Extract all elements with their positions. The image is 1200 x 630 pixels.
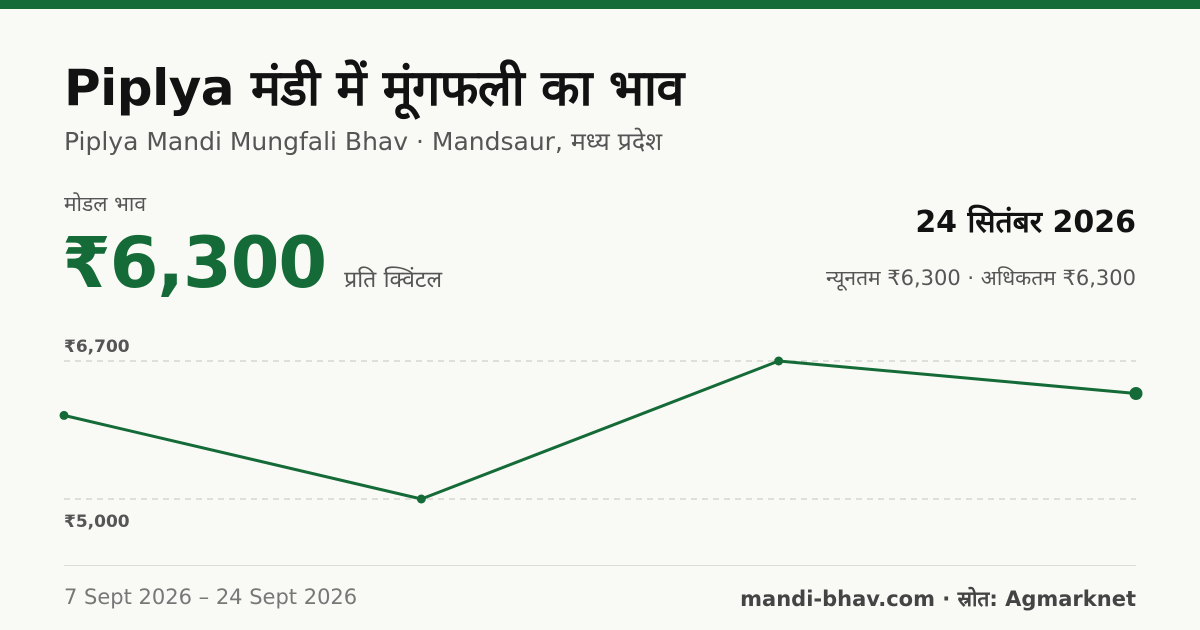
footer-date-range: 7 Sept 2026 – 24 Sept 2026 — [64, 585, 358, 609]
page-subtitle: Piplya Mandi Mungfali Bhav · Mandsaur, म… — [64, 127, 663, 156]
price-date: 24 सितंबर 2026 — [915, 205, 1136, 240]
price-unit: प्रति क्विंटल — [344, 267, 443, 293]
series-line — [63, 359, 1137, 501]
y-tick-label: ₹5,000 — [64, 512, 130, 530]
modal-price-label: मोडल भाव — [64, 192, 147, 216]
modal-price-value: ₹6,300 — [62, 222, 327, 304]
line-layer — [63, 359, 1137, 501]
footer-source: mandi-bhav.com · स्रोत: Agmarknet — [740, 587, 1136, 611]
point-layer — [59, 356, 1143, 504]
min-max-range: न्यूनतम ₹6,300 · अधिकतम ₹6,300 — [826, 266, 1136, 290]
modal-price-row: ₹6,300 प्रति क्विंटल — [62, 222, 442, 304]
top-accent-bar — [0, 0, 1200, 9]
footer-divider — [64, 565, 1136, 566]
data-point — [774, 356, 784, 366]
grid-layer: ₹6,700 ₹5,000 — [64, 337, 1136, 530]
latest-data-point — [1129, 386, 1143, 400]
price-line-chart: ₹6,700 ₹5,000 — [59, 337, 1143, 530]
data-point — [59, 410, 69, 420]
page-title: Piplya मंडी में मूंगफली का भाव — [64, 59, 684, 117]
y-tick-label: ₹6,700 — [64, 337, 130, 357]
data-point — [416, 494, 426, 504]
